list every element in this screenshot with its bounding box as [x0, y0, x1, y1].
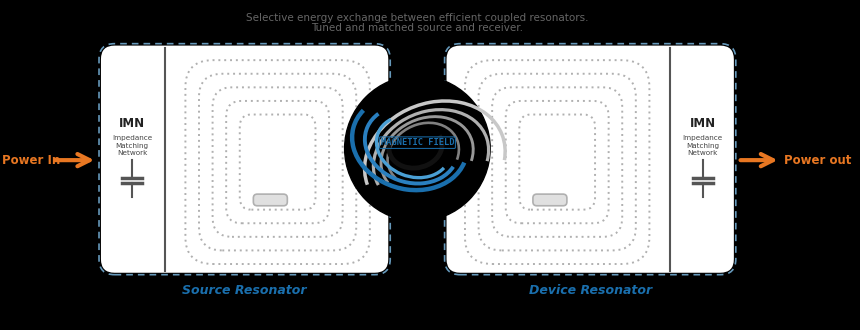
- Text: IMN: IMN: [690, 117, 716, 130]
- Text: Source Resonator: Source Resonator: [182, 284, 307, 297]
- Circle shape: [345, 76, 490, 221]
- Text: Impedance
Matching
Network: Impedance Matching Network: [112, 135, 152, 156]
- Text: Power out: Power out: [784, 154, 851, 167]
- Text: Tuned and matched source and receiver.: Tuned and matched source and receiver.: [311, 23, 524, 33]
- Text: IMN: IMN: [119, 117, 145, 130]
- Text: Selective energy exchange between efficient coupled resonators.: Selective energy exchange between effici…: [246, 13, 588, 22]
- Text: MAGNETIC FIELD: MAGNETIC FIELD: [381, 138, 454, 147]
- FancyBboxPatch shape: [533, 194, 567, 206]
- Text: Power In: Power In: [2, 154, 60, 167]
- FancyBboxPatch shape: [254, 194, 287, 206]
- FancyBboxPatch shape: [446, 46, 734, 273]
- FancyBboxPatch shape: [101, 46, 388, 273]
- Text: Device Resonator: Device Resonator: [529, 284, 652, 297]
- Text: Impedance
Matching
Network: Impedance Matching Network: [683, 135, 723, 156]
